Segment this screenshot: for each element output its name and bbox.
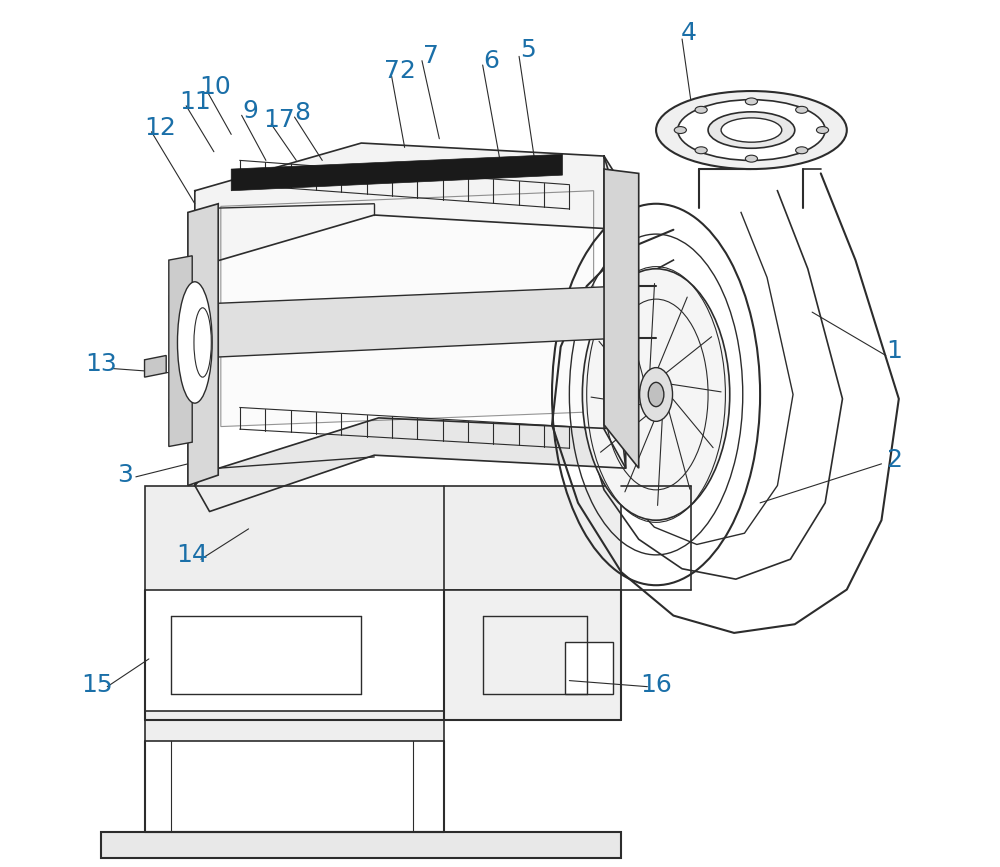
Polygon shape bbox=[604, 169, 639, 468]
Text: 5: 5 bbox=[520, 38, 536, 62]
Text: 15: 15 bbox=[81, 673, 113, 697]
Ellipse shape bbox=[695, 107, 707, 114]
Polygon shape bbox=[214, 286, 621, 357]
Text: 7: 7 bbox=[423, 44, 439, 68]
Polygon shape bbox=[195, 418, 626, 512]
Text: 12: 12 bbox=[144, 116, 176, 140]
Polygon shape bbox=[101, 832, 621, 858]
Polygon shape bbox=[444, 590, 621, 720]
Ellipse shape bbox=[678, 100, 825, 160]
Text: 8: 8 bbox=[294, 101, 310, 125]
Text: 1: 1 bbox=[887, 339, 902, 363]
Ellipse shape bbox=[721, 118, 782, 142]
Text: 16: 16 bbox=[640, 673, 672, 697]
Ellipse shape bbox=[708, 112, 795, 148]
Text: 4: 4 bbox=[681, 21, 697, 45]
Ellipse shape bbox=[695, 147, 707, 153]
Bar bbox=[565, 642, 613, 694]
Text: 10: 10 bbox=[200, 75, 231, 99]
Text: 6: 6 bbox=[483, 49, 499, 73]
Ellipse shape bbox=[796, 147, 808, 153]
Ellipse shape bbox=[674, 127, 686, 134]
Ellipse shape bbox=[656, 91, 847, 169]
Ellipse shape bbox=[177, 282, 212, 403]
Ellipse shape bbox=[745, 98, 757, 105]
Text: 17: 17 bbox=[263, 108, 295, 132]
Text: 72: 72 bbox=[384, 59, 416, 83]
Text: 9: 9 bbox=[242, 99, 258, 123]
Polygon shape bbox=[188, 204, 218, 486]
Polygon shape bbox=[195, 243, 205, 486]
Polygon shape bbox=[145, 355, 166, 377]
Polygon shape bbox=[221, 191, 594, 427]
Text: 11: 11 bbox=[179, 90, 211, 114]
Ellipse shape bbox=[745, 155, 757, 162]
Text: 13: 13 bbox=[85, 352, 117, 376]
Polygon shape bbox=[169, 256, 192, 447]
Ellipse shape bbox=[640, 368, 673, 421]
Text: 3: 3 bbox=[118, 463, 133, 487]
Polygon shape bbox=[145, 486, 621, 590]
Polygon shape bbox=[231, 154, 562, 191]
Text: 2: 2 bbox=[886, 447, 902, 472]
Ellipse shape bbox=[582, 269, 730, 520]
Polygon shape bbox=[195, 143, 626, 264]
Polygon shape bbox=[604, 156, 626, 468]
Text: 14: 14 bbox=[176, 543, 208, 567]
Polygon shape bbox=[145, 711, 444, 741]
Ellipse shape bbox=[194, 308, 211, 377]
Ellipse shape bbox=[816, 127, 829, 134]
Ellipse shape bbox=[648, 382, 664, 407]
Ellipse shape bbox=[796, 107, 808, 114]
